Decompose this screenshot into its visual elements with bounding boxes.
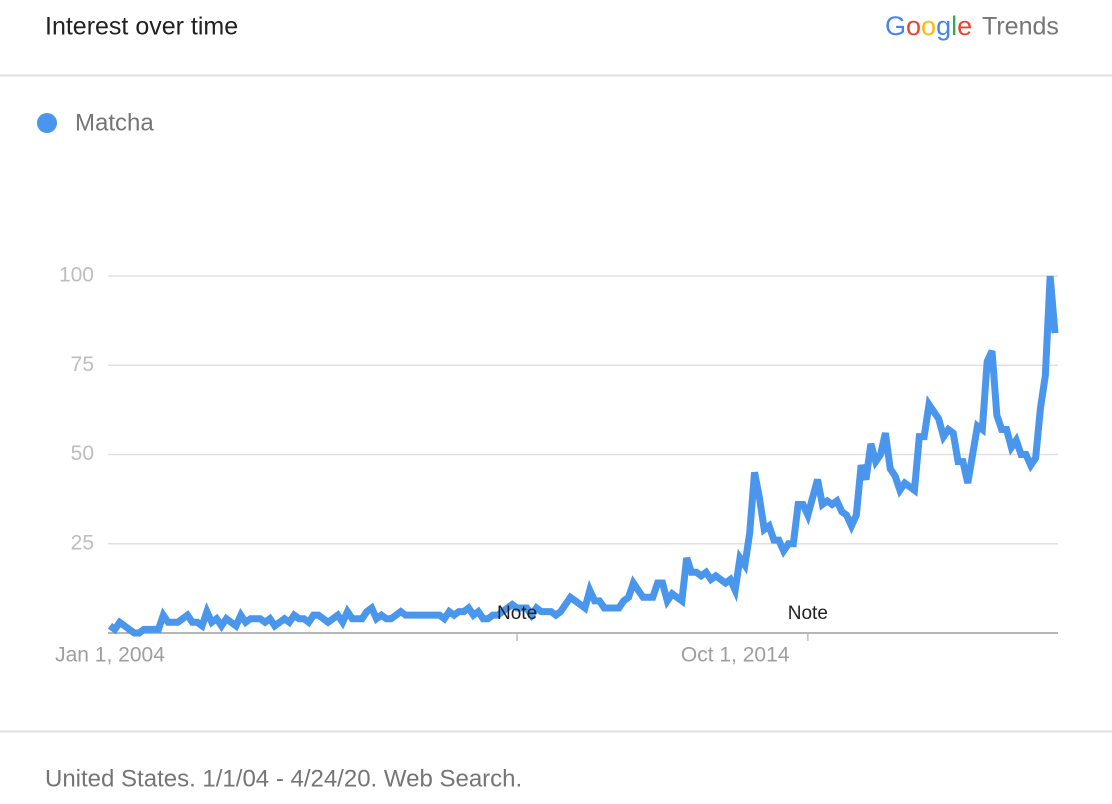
y-tick-label: 50: [71, 442, 94, 465]
legend-marker: [37, 113, 57, 133]
note-label: Note: [788, 603, 828, 624]
y-tick-label: 100: [59, 264, 94, 287]
note-label: Note: [497, 603, 537, 624]
y-tick-label: 75: [71, 353, 94, 376]
brand-product: Trends: [982, 13, 1059, 41]
legend-label: Matcha: [75, 109, 154, 136]
brand-logo: Google: [885, 11, 972, 41]
x-tick-label: Oct 1, 2014: [681, 644, 790, 667]
x-tick-label: Jan 1, 2004: [55, 644, 165, 667]
data-line: [107, 275, 1059, 637]
chart-title: Interest over time: [45, 13, 238, 41]
y-tick-label: 25: [71, 531, 94, 554]
caption: United States. 1/1/04 - 4/24/20. Web Sea…: [45, 765, 522, 792]
